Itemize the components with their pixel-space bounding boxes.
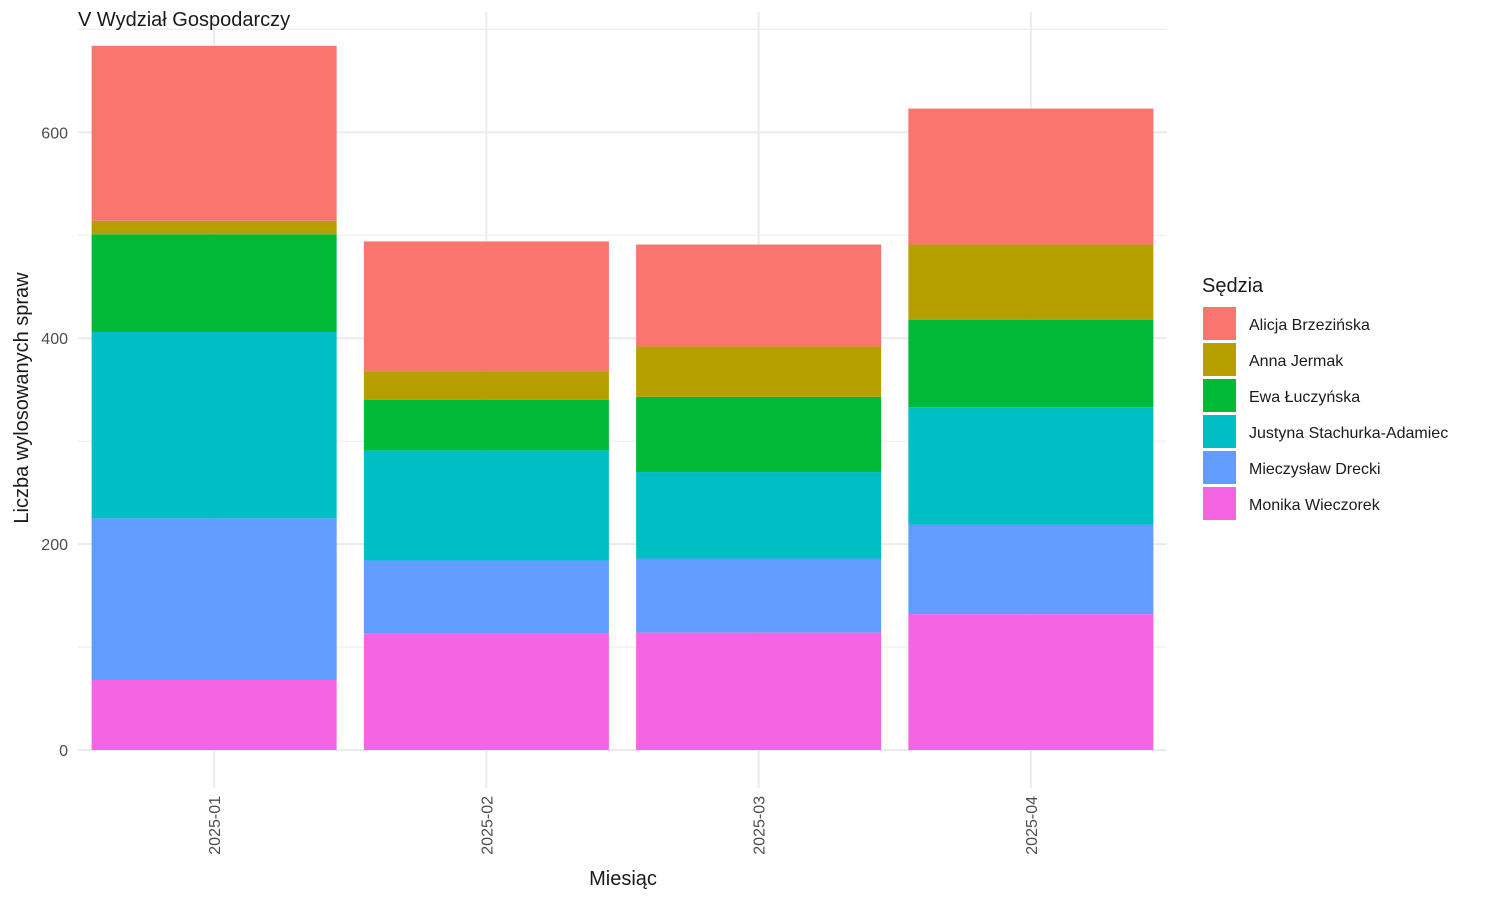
bar-segment <box>636 558 882 633</box>
chart-title: V Wydział Gospodarczy <box>78 9 290 31</box>
legend-swatch <box>1203 487 1236 520</box>
bar-segment <box>363 450 609 561</box>
legend-label: Mieczysław Drecki <box>1249 461 1381 478</box>
x-tick-labels: 2025-01 2025-02 2025-03 2025-04 <box>207 796 1041 855</box>
legend: Sędzia Alicja Brzezińska Anna Jermak Ewa Ł… <box>1202 275 1448 520</box>
bar-segment <box>636 396 882 473</box>
bar-segment <box>91 518 337 680</box>
legend-swatch <box>1203 307 1236 340</box>
legend-swatch <box>1203 379 1236 412</box>
bar-segment <box>636 632 882 750</box>
legend-label: Anna Jermak <box>1249 353 1344 370</box>
bars <box>91 45 1154 750</box>
bar-segment <box>91 45 337 221</box>
x-tick-label: 2025-01 <box>207 796 224 855</box>
bar-segment <box>636 346 882 397</box>
bar-segment <box>363 560 609 634</box>
y-axis-title: Liczba wylosowanych spraw <box>11 272 33 524</box>
legend-label: Alicja Brzezińska <box>1249 317 1370 334</box>
x-tick-label: 2025-04 <box>1024 796 1041 855</box>
y-tick-labels: 0 200 400 600 <box>41 125 68 760</box>
bar-segment <box>363 633 609 750</box>
bar-segment <box>908 524 1154 615</box>
legend-label: Justyna Stachurka-Adamiec <box>1249 425 1448 442</box>
bar-segment <box>363 399 609 451</box>
bar-segment <box>636 244 882 347</box>
y-tick-label: 400 <box>41 331 68 348</box>
x-tick-label: 2025-02 <box>479 796 496 855</box>
bar-segment <box>908 319 1154 408</box>
legend-label: Monika Wieczorek <box>1249 497 1381 514</box>
bar-segment <box>636 472 882 559</box>
bar-segment <box>363 241 609 372</box>
bar-segment <box>91 220 337 235</box>
bar-segment <box>908 244 1154 320</box>
y-tick-label: 600 <box>41 125 68 142</box>
bar-segment <box>91 332 337 519</box>
bar-segment <box>363 371 609 400</box>
bar-segment <box>91 234 337 333</box>
x-tick-label: 2025-03 <box>752 796 769 855</box>
legend-swatch <box>1203 343 1236 376</box>
x-axis-title: Miesiąc <box>589 868 657 890</box>
bar-segment <box>908 614 1154 750</box>
bar-segment <box>908 108 1154 245</box>
legend-label: Ewa Łuczyńska <box>1249 389 1360 406</box>
bar-segment <box>91 679 337 750</box>
bar-segment <box>908 407 1154 525</box>
y-tick-label: 200 <box>41 537 68 554</box>
y-tick-label: 0 <box>59 743 68 760</box>
legend-swatch <box>1203 451 1236 484</box>
legend-title: Sędzia <box>1202 275 1264 297</box>
legend-swatch <box>1203 415 1236 448</box>
